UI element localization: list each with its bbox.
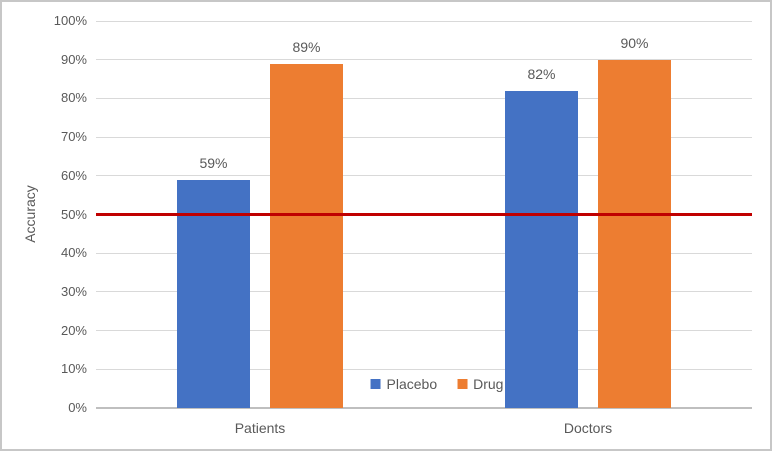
y-tick-label-40: 40%	[60, 245, 87, 261]
bar-value-label-drug-doctors: 90%	[620, 34, 649, 51]
legend-label-placebo: Placebo	[386, 376, 438, 392]
y-tick-label-100: 100%	[53, 13, 87, 28]
y-tick-label-80: 80%	[60, 90, 87, 106]
bar-placebo-patients	[177, 179, 250, 408]
gridline-20	[96, 330, 752, 332]
bar-value-label-placebo-doctors: 82%	[527, 65, 556, 82]
legend: Placebo Drug	[370, 376, 503, 392]
gridline-60	[96, 175, 752, 177]
legend-swatch-drug-icon	[457, 379, 468, 389]
bar-placebo-doctors	[505, 90, 578, 408]
legend-swatch-placebo-icon	[370, 379, 381, 389]
bar-drug-doctors	[598, 59, 671, 408]
plot-area: 59% 89% 82% 90%	[96, 20, 752, 409]
y-tick-label-90: 90%	[60, 51, 87, 67]
reference-line-50-percent	[96, 213, 752, 216]
y-tick-label-30: 30%	[60, 283, 87, 299]
category-label-doctors: Doctors	[563, 420, 613, 436]
bar-drug-patients	[270, 63, 343, 408]
legend-label-drug: Drug	[473, 376, 504, 392]
y-tick-label-50: 50%	[60, 206, 87, 222]
gridline-30	[96, 291, 752, 293]
bar-value-label-placebo-patients: 59%	[199, 154, 228, 171]
gridline-10	[96, 368, 752, 370]
bar-value-label-drug-patients: 89%	[292, 38, 321, 55]
category-label-patients: Patients	[234, 420, 286, 436]
y-tick-label-20: 20%	[60, 322, 87, 338]
legend-item-drug: Drug	[457, 376, 503, 392]
gridline-80	[96, 97, 752, 99]
y-tick-label-0: 0%	[68, 400, 87, 415]
x-axis-line	[96, 407, 752, 409]
gridline-70	[96, 136, 752, 138]
legend-item-placebo: Placebo	[370, 376, 438, 392]
gridline-90	[96, 59, 752, 61]
y-tick-label-70: 70%	[60, 129, 87, 145]
gridline-100	[96, 20, 752, 22]
y-tick-label-10: 10%	[60, 361, 87, 377]
y-tick-label-60: 60%	[60, 167, 87, 183]
gridline-40	[96, 252, 752, 254]
